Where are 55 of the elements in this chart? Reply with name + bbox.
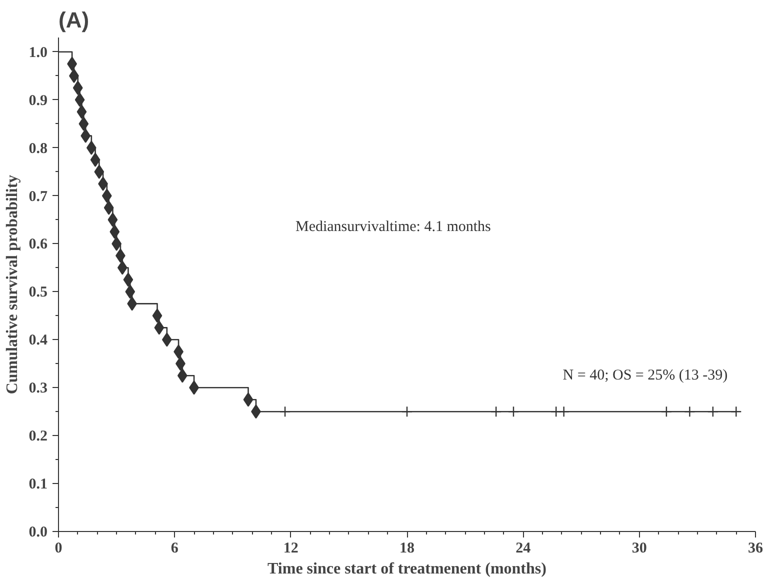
point: [94, 164, 104, 179]
y-tick-label: 1.0: [28, 44, 48, 61]
point: [72, 80, 83, 95]
x-tick-label: 24: [516, 540, 532, 556]
point: [243, 392, 254, 407]
point: [74, 92, 85, 107]
point: [86, 140, 96, 155]
x-tick-label: 18: [400, 540, 414, 556]
point: [707, 406, 719, 418]
y-tick-label: 0.2: [28, 428, 48, 445]
point: [152, 308, 162, 323]
point: [490, 406, 502, 418]
point: [90, 152, 100, 167]
y-tick-label: 0.8: [28, 140, 48, 157]
annotation: N = 40; OS = 25% (13 -39): [562, 367, 728, 384]
point: [78, 116, 89, 131]
point: [125, 284, 136, 299]
x-tick-label: 36: [748, 540, 764, 556]
x-tick-label: 12: [283, 540, 298, 556]
x-tick-label: 0: [54, 540, 62, 556]
point: [279, 406, 291, 418]
point: [80, 128, 91, 143]
point: [177, 368, 188, 383]
point: [162, 332, 172, 347]
point: [154, 320, 164, 335]
point: [684, 406, 696, 418]
point: [127, 296, 138, 311]
point: [558, 406, 570, 418]
point: [102, 188, 112, 203]
point: [104, 200, 114, 215]
y-tick-label: 0.3: [28, 380, 48, 397]
point: [108, 212, 118, 227]
y-tick-label: 0.7: [28, 188, 48, 205]
y-tick-label: 0.1: [28, 476, 48, 493]
y-tick-label: 0.6: [28, 236, 48, 253]
point: [123, 272, 134, 287]
point: [110, 224, 120, 239]
y-tick-label: 0.4: [28, 332, 48, 349]
y-tick-label: 0.5: [28, 284, 48, 301]
point: [730, 406, 742, 418]
y-axis-title: Cumulative survival probability: [4, 174, 21, 394]
point: [401, 406, 413, 418]
point: [117, 260, 128, 275]
point: [508, 406, 520, 418]
annotation: Mediansurvivaltime: 4.1 months: [295, 219, 492, 236]
y-tick-label: 0.0: [28, 524, 48, 540]
point: [660, 406, 672, 418]
point: [112, 236, 122, 251]
point: [76, 104, 87, 119]
x-axis-title: Time since start of treatmenent (months): [268, 560, 546, 578]
x-tick-label: 6: [170, 540, 179, 556]
point: [550, 406, 562, 418]
x-tick-label: 30: [632, 540, 647, 556]
chart-title: (A): [58, 8, 90, 32]
y-tick-label: 0.9: [28, 92, 48, 109]
